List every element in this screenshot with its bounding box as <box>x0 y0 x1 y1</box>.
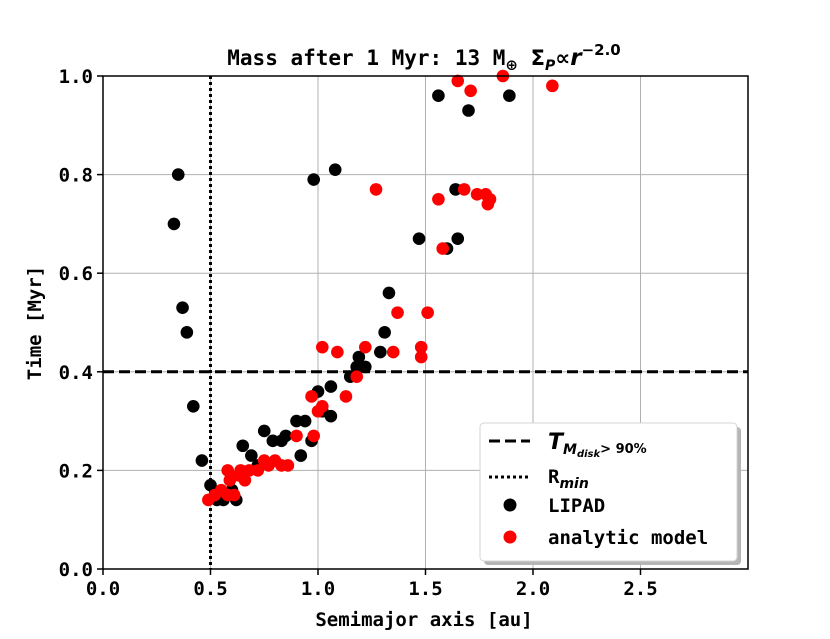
point-lipad-34 <box>382 286 396 300</box>
y-axis-label: Time [Myr] <box>24 266 46 380</box>
point-lipad-41 <box>503 89 516 103</box>
legend-label-tmdisk: TMdisk> 90% <box>548 430 647 460</box>
point-lipad-14 <box>257 424 271 438</box>
legend-box <box>479 422 738 562</box>
point-lipad-31 <box>359 360 372 374</box>
point-analytic-model-41 <box>483 192 497 206</box>
point-analytic-model-22 <box>316 340 329 354</box>
point-lipad-26 <box>324 380 338 393</box>
point-analytic-model-37 <box>464 84 477 98</box>
point-lipad-32 <box>374 345 387 359</box>
point-analytic-model-19 <box>307 429 321 443</box>
point-analytic-model-11 <box>251 464 265 477</box>
sigma-symbol: Σ <box>531 46 545 70</box>
point-lipad-36 <box>432 89 445 103</box>
point-lipad-40 <box>462 104 475 117</box>
legend-marker-lipad <box>503 498 517 512</box>
point-analytic-model-6 <box>227 488 241 502</box>
point-lipad-11 <box>236 439 250 453</box>
point-analytic-model-28 <box>386 345 400 359</box>
point-lipad-35 <box>412 232 426 245</box>
propto-symbol: ∝ <box>555 46 570 70</box>
point-analytic-model-29 <box>391 306 404 319</box>
title-main: Mass after 1 Myr: 13 M <box>227 46 505 70</box>
plot-area: 0.0 0.5 1.0 1.5 2.0 2.5 0.0 0.2 0.4 0.6 0.8 1.0 <box>59 66 749 600</box>
point-lipad-12 <box>245 449 258 462</box>
point-lipad-25 <box>324 409 338 423</box>
point-analytic-model-30 <box>414 350 428 364</box>
point-lipad-27 <box>328 163 342 176</box>
legend-label-rmin: Rmin <box>548 466 589 492</box>
point-analytic-model-26 <box>359 340 372 354</box>
y-tick-label-1: 0.2 <box>59 460 93 482</box>
y-tick-label-3: 0.6 <box>59 263 93 285</box>
earth-symbol: ⊕ <box>505 56 518 74</box>
point-analytic-model-17 <box>290 429 303 443</box>
point-analytic-model-35 <box>451 74 465 88</box>
point-analytic-model-24 <box>339 390 353 403</box>
sigma-subscript: P <box>545 58 556 74</box>
y-tick-label-4: 0.8 <box>59 165 93 187</box>
legend-label-analytic: analytic model <box>548 527 708 549</box>
chart-title: Mass after 1 Myr: 13 M⊕ ΣP∝r−2.0 <box>227 41 620 74</box>
point-lipad-39 <box>451 232 465 245</box>
point-analytic-model-18 <box>305 390 318 403</box>
legend-label-lipad: LIPAD <box>548 495 605 517</box>
y-tick-label-5: 1.0 <box>59 66 93 88</box>
point-lipad-2 <box>176 301 189 315</box>
point-lipad-0 <box>167 217 181 231</box>
exponent: −2.0 <box>582 41 621 59</box>
point-lipad-33 <box>378 326 391 339</box>
y-tick-label-2: 0.4 <box>59 362 93 384</box>
x-tick-label-2: 1.0 <box>301 578 335 600</box>
point-lipad-20 <box>298 414 312 428</box>
point-lipad-5 <box>195 454 209 467</box>
x-tick-label-3: 1.5 <box>408 578 442 600</box>
point-analytic-model-27 <box>369 183 383 196</box>
point-lipad-3 <box>180 326 194 339</box>
x-tick-label-5: 2.5 <box>623 578 657 600</box>
point-lipad-6 <box>204 478 217 492</box>
point-lipad-1 <box>171 168 185 181</box>
legend-marker-analytic <box>503 530 517 544</box>
point-analytic-model-25 <box>350 370 364 384</box>
point-lipad-19 <box>294 449 308 462</box>
x-tick-label-1: 0.5 <box>193 578 227 600</box>
point-analytic-model-3 <box>221 464 234 477</box>
x-tick-label-0: 0.0 <box>86 578 120 600</box>
point-lipad-17 <box>279 429 293 443</box>
point-lipad-30 <box>352 350 366 364</box>
point-analytic-model-23 <box>331 345 344 359</box>
point-analytic-model-9 <box>238 473 252 487</box>
x-tick-label-4: 2.0 <box>516 578 550 600</box>
point-analytic-model-34 <box>436 242 450 255</box>
point-analytic-model-21 <box>316 400 329 413</box>
point-analytic-model-16 <box>281 459 295 472</box>
point-analytic-model-43 <box>546 79 559 93</box>
point-lipad-4 <box>187 400 200 413</box>
x-axis-label: Semimajor axis [au] <box>315 609 532 631</box>
point-analytic-model-33 <box>432 192 445 206</box>
legend: TMdisk> 90% Rmin LIPAD analytic model <box>479 422 741 565</box>
point-analytic-model-31 <box>414 340 428 354</box>
r-symbol: r <box>570 45 583 71</box>
point-analytic-model-32 <box>421 306 434 319</box>
point-lipad-21 <box>307 173 321 186</box>
point-analytic-model-36 <box>457 183 471 196</box>
y-tick-label-0: 0.0 <box>59 559 93 581</box>
